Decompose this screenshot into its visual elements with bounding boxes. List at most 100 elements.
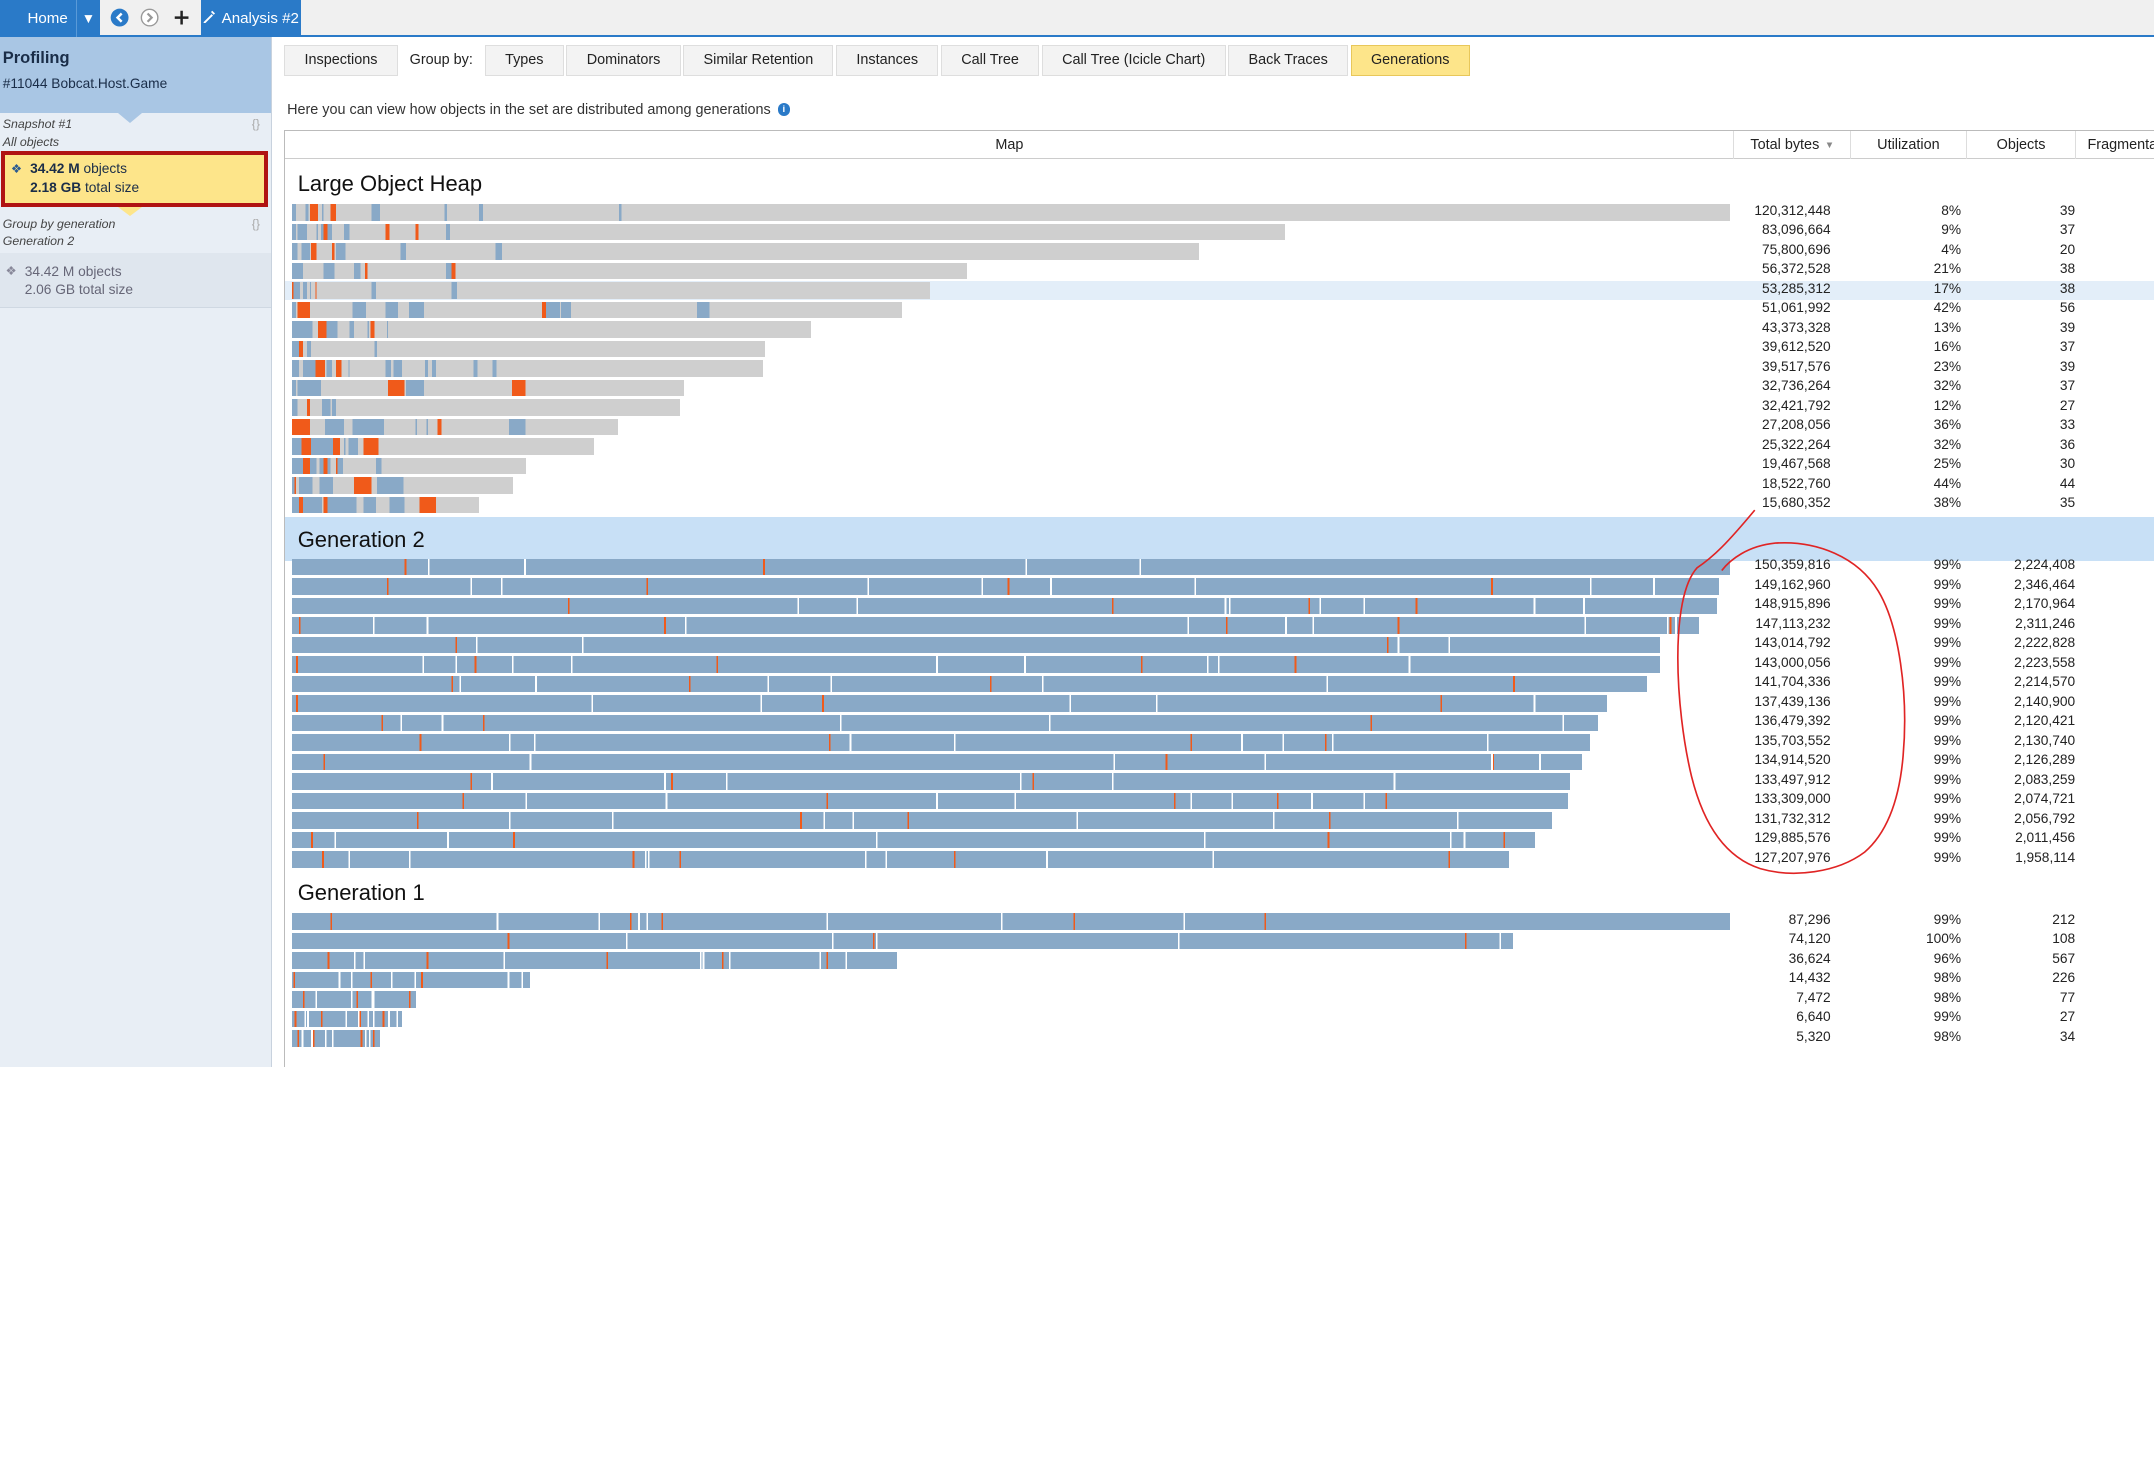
generation-map-bar[interactable] <box>292 399 680 416</box>
generation-map-bar[interactable] <box>292 952 897 969</box>
main-content: Inspections Group by: Types Dominators S… <box>273 37 2154 1068</box>
generation-map-bar[interactable] <box>292 262 967 280</box>
generation-map-bar[interactable] <box>292 932 1514 950</box>
tab-dominators[interactable]: Dominators <box>566 45 681 76</box>
generation-map-bar[interactable] <box>292 656 1661 673</box>
generation-map-bar[interactable] <box>292 438 595 455</box>
generation-map-bar[interactable] <box>292 913 1731 930</box>
generation-map-bar[interactable] <box>292 282 930 299</box>
utilization-cell: 98% <box>1933 989 1962 1005</box>
home-button[interactable]: Home ▼ <box>0 0 101 38</box>
generation-map-bar[interactable] <box>292 831 1536 849</box>
objects-cell: 37 <box>2059 222 2076 238</box>
tab-instances[interactable]: Instances <box>836 45 939 76</box>
total-bytes-cell: 133,309,000 <box>1754 791 1831 807</box>
generation-map-bar[interactable] <box>292 340 765 358</box>
column-header-map[interactable]: Map <box>285 131 1735 159</box>
objects-cell: 2,140,900 <box>2014 693 2076 709</box>
generation-map-bar[interactable] <box>292 477 514 494</box>
generation-map-bar[interactable] <box>292 773 1570 790</box>
profiling-header[interactable]: Profiling #11044 Bobcat.Host.Game <box>0 37 271 113</box>
utilization-cell: 32% <box>1933 436 1962 452</box>
generation-map-bar[interactable] <box>292 578 1720 595</box>
objects-cell: 27 <box>2059 397 2076 413</box>
generation-map-bar[interactable] <box>292 851 1510 868</box>
column-header-utilization[interactable]: Utilization <box>1851 131 1967 159</box>
generation-map-bar[interactable] <box>292 558 1731 576</box>
menu-dropdown-icon[interactable]: ▼ <box>75 0 101 38</box>
generation-map-bar[interactable] <box>292 675 1647 693</box>
objects-cell: 226 <box>2052 970 2076 986</box>
generation-map-bar[interactable] <box>292 753 1582 771</box>
column-header-objects[interactable]: Objects <box>1967 131 2077 159</box>
tab-back-traces[interactable]: Back Traces <box>1228 45 1349 76</box>
info-icon[interactable]: i <box>777 103 790 116</box>
total-bytes-cell: 129,885,576 <box>1754 830 1831 846</box>
objects-unit: objects <box>83 160 127 176</box>
top-toolbar: Home ▼ Analysis #2 <box>0 0 2154 38</box>
tab-generations[interactable]: Generations <box>1350 45 1470 76</box>
generation-map-bar[interactable] <box>292 636 1661 654</box>
generation-map-bar[interactable] <box>292 223 1286 241</box>
generation-map-bar[interactable] <box>292 971 530 989</box>
generation-map-bar[interactable] <box>292 457 526 475</box>
objects-cell: 2,056,792 <box>2014 810 2076 826</box>
generation-map-bar[interactable] <box>292 597 1717 615</box>
utilization-cell: 99% <box>1933 596 1962 612</box>
utilization-label: Utilization <box>1877 137 1940 154</box>
column-header-total-bytes[interactable]: Total bytes ▼ <box>1734 131 1852 159</box>
utilization-cell: 16% <box>1933 339 1962 355</box>
generation-map-bar[interactable] <box>292 714 1599 732</box>
selected-object-set[interactable]: ❖ 34.42 M objects 2.18 GB total size <box>1 151 268 208</box>
utilization-cell: 99% <box>1933 615 1962 631</box>
objects-cell: 56 <box>2059 300 2076 316</box>
column-header-fragmentation[interactable]: Fragmenta <box>2077 131 2153 158</box>
tab-inspections[interactable]: Inspections <box>284 45 398 76</box>
tab-types[interactable]: Types <box>484 45 564 76</box>
total-bytes-cell: 25,322,264 <box>1761 436 1831 452</box>
objects-cell: 2,346,464 <box>2014 576 2076 592</box>
generation-map-bar[interactable] <box>292 792 1569 810</box>
total-bytes-cell: 19,467,568 <box>1761 456 1831 472</box>
tab-similar-retention[interactable]: Similar Retention <box>683 45 834 76</box>
add-icon[interactable] <box>170 7 192 29</box>
objects-cell: 30 <box>2059 456 2076 472</box>
objects-cell: 2,311,246 <box>2015 615 2076 631</box>
generation-map-bar[interactable] <box>292 301 903 319</box>
utilization-cell: 99% <box>1933 654 1962 670</box>
total-bytes-cell: 5,320 <box>1796 1028 1831 1044</box>
generation-map-bar[interactable] <box>292 812 1552 829</box>
objects-cell: 2,011,456 <box>2015 830 2076 846</box>
generation-map-bar[interactable] <box>292 379 684 397</box>
generation-map-bar[interactable] <box>292 418 618 436</box>
objects-cell: 2,126,289 <box>2014 752 2076 768</box>
objects-cell: 20 <box>2059 241 2076 257</box>
total-bytes-cell: 147,113,232 <box>1755 615 1831 631</box>
generation-map-bar[interactable] <box>292 734 1591 751</box>
generation-map-bar[interactable] <box>292 204 1731 221</box>
generation-map-bar[interactable] <box>292 991 416 1008</box>
utilization-cell: 23% <box>1933 358 1962 374</box>
generation-map-bar[interactable] <box>292 1010 403 1028</box>
total-bytes-cell: 27,208,056 <box>1761 417 1831 433</box>
utilization-cell: 99% <box>1933 752 1962 768</box>
tab-call-tree[interactable]: Call Tree <box>941 45 1040 76</box>
objects-cell: 38 <box>2059 280 2076 296</box>
utilization-cell: 99% <box>1933 849 1962 865</box>
tab-analysis[interactable]: Analysis #2 <box>200 0 301 38</box>
total-bytes-label: Total bytes <box>1750 137 1820 154</box>
generation-map-bar[interactable] <box>292 1030 381 1047</box>
tab-call-tree-icicle[interactable]: Call Tree (Icicle Chart) <box>1041 45 1226 76</box>
generation-map-bar[interactable] <box>292 695 1607 712</box>
generation-map-bar[interactable] <box>292 617 1699 634</box>
generation-map-bar[interactable] <box>292 243 1199 260</box>
back-icon[interactable] <box>109 7 131 29</box>
utilization-cell: 13% <box>1933 319 1962 335</box>
generation-object-set[interactable]: ❖ 34.42 M objects 2.06 GB total size <box>0 252 271 308</box>
forward-icon[interactable] <box>139 7 161 29</box>
generation-map-bar[interactable] <box>292 321 812 338</box>
generation-map-bar[interactable] <box>292 496 479 514</box>
generation-map-bar[interactable] <box>292 360 764 377</box>
utilization-cell: 99% <box>1933 791 1962 807</box>
objects-cell: 1,958,114 <box>2015 849 2076 865</box>
